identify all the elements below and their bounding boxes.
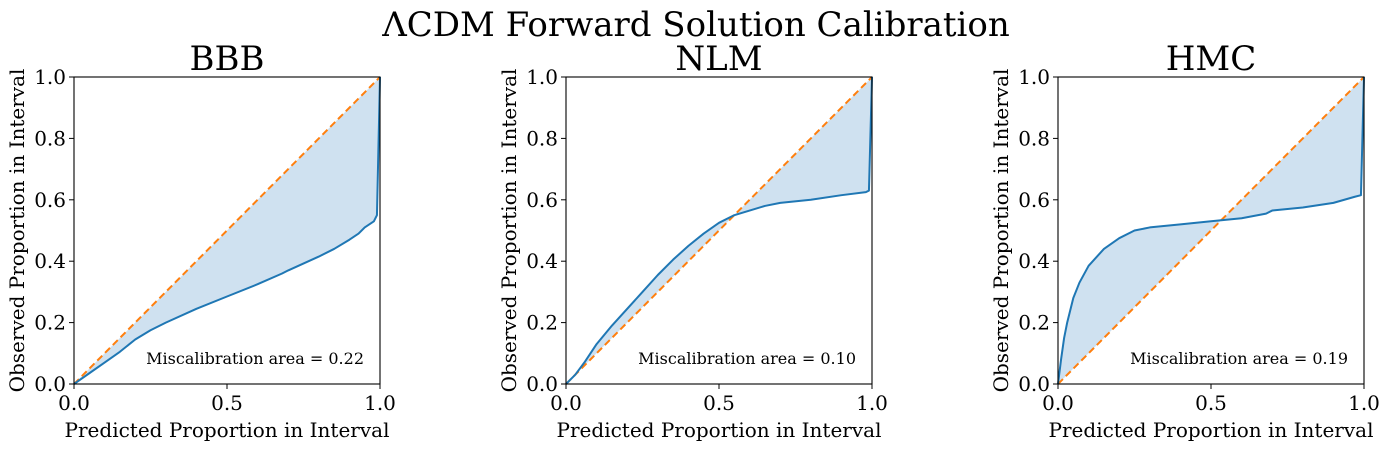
ideal-calibration-line xyxy=(565,76,873,385)
ideal-calibration-line xyxy=(1057,76,1365,385)
x-axis-label: Predicted Proportion in Interval xyxy=(1049,418,1374,442)
miscalibration-area-label: Miscalibration area = 0.22 xyxy=(146,349,364,368)
miscalibration-area-label: Miscalibration area = 0.10 xyxy=(638,349,856,368)
figure-title: ΛCDM Forward Solution Calibration xyxy=(381,5,1010,45)
panel-title: NLM xyxy=(675,39,762,79)
y-axis-label: Observed Proportion in Interval xyxy=(497,69,521,393)
x-tick-label: 0.0 xyxy=(58,391,90,415)
y-tick-label: 0.8 xyxy=(526,126,558,150)
y-tick-label: 0.0 xyxy=(1018,372,1050,396)
y-tick-label: 1.0 xyxy=(526,65,558,89)
x-tick-label: 0.5 xyxy=(211,391,243,415)
y-tick-label: 0.8 xyxy=(34,126,66,150)
x-tick-label: 1.0 xyxy=(856,391,888,415)
x-tick-label: 0.5 xyxy=(703,391,735,415)
y-tick-label: 0.4 xyxy=(526,249,558,273)
y-tick-label: 0.0 xyxy=(34,372,66,396)
x-axis-label: Predicted Proportion in Interval xyxy=(557,418,882,442)
model-calibration-curve xyxy=(565,76,873,385)
y-tick-label: 0.0 xyxy=(526,372,558,396)
calibration-panel-nlm: 0.0 0.5 1.0 0.0 0.2 0.4 0.6 0.8 1.0 NLM Predicted … xyxy=(497,39,888,442)
x-tick-label: 1.0 xyxy=(364,391,396,415)
y-tick-label: 0.8 xyxy=(1018,126,1050,150)
y-tick-label: 0.4 xyxy=(1018,249,1050,273)
model-calibration-curve xyxy=(1057,76,1365,385)
calibration-panel-hmc: 0.0 0.5 1.0 0.0 0.2 0.4 0.6 0.8 1.0 HMC Predicted … xyxy=(989,39,1380,442)
y-tick-label: 1.0 xyxy=(34,65,66,89)
y-tick-label: 1.0 xyxy=(1018,65,1050,89)
y-axis-label: Observed Proportion in Interval xyxy=(5,69,29,393)
miscalibration-area-label: Miscalibration area = 0.19 xyxy=(1130,349,1348,368)
x-axis-label: Predicted Proportion in Interval xyxy=(65,418,390,442)
ideal-calibration-line xyxy=(73,76,381,385)
calibration-panel-bbb: 0.0 0.5 1.0 0.0 0.2 0.4 0.6 0.8 1.0 BBB Predicted … xyxy=(5,39,396,442)
y-tick-label: 0.6 xyxy=(1018,188,1050,212)
y-tick-label: 0.6 xyxy=(526,188,558,212)
x-tick-label: 0.0 xyxy=(1042,391,1074,415)
x-tick-label: 0.5 xyxy=(1195,391,1227,415)
x-tick-label: 1.0 xyxy=(1348,391,1380,415)
model-calibration-curve xyxy=(73,76,381,385)
panel-title: BBB xyxy=(190,39,265,79)
y-tick-label: 0.2 xyxy=(526,311,558,335)
y-axis-label: Observed Proportion in Interval xyxy=(989,69,1013,393)
y-tick-label: 0.4 xyxy=(34,249,66,273)
y-tick-label: 0.6 xyxy=(34,188,66,212)
y-tick-label: 0.2 xyxy=(1018,311,1050,335)
y-tick-label: 0.2 xyxy=(34,311,66,335)
panel-title: HMC xyxy=(1166,39,1256,79)
x-tick-label: 0.0 xyxy=(550,391,582,415)
